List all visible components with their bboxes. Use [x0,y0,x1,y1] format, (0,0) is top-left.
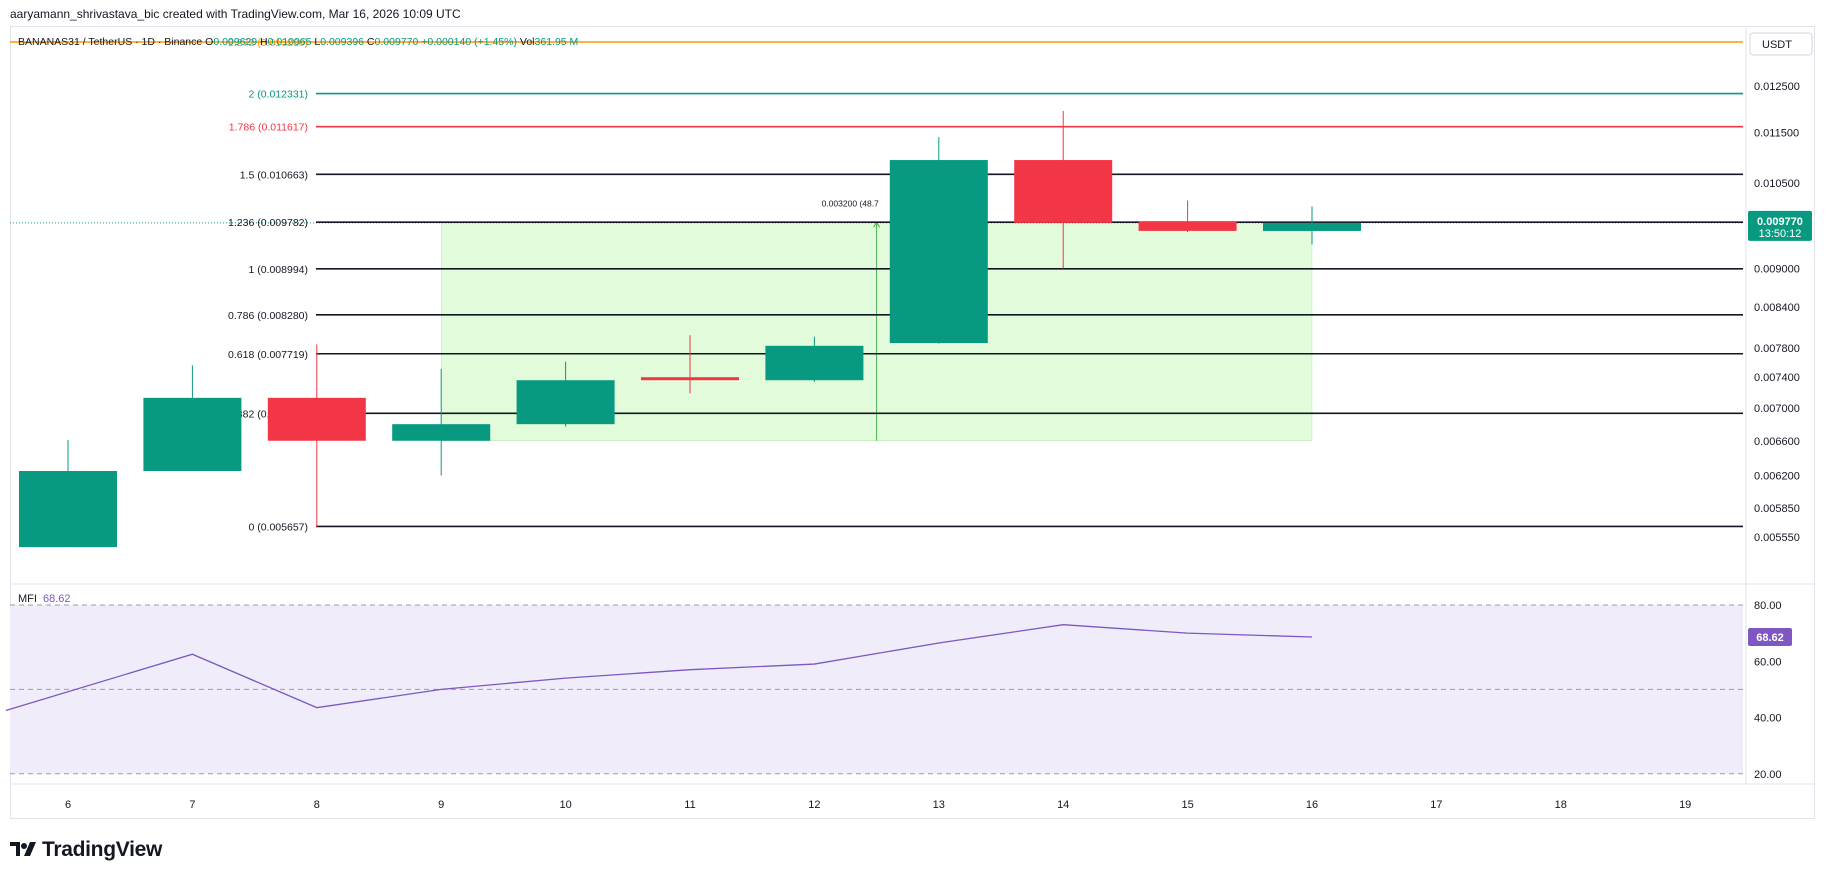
candle-body [516,380,615,425]
fib-level-label: 0.786 (0.008280) [228,310,308,322]
time-axis-tick: 8 [314,799,320,811]
candle-body [1014,160,1113,223]
fib-level-label: 1 (0.008994) [248,264,308,276]
fib-level-label: 2 (0.012331) [248,89,308,101]
mfi-axis-tick: 20.00 [1754,769,1782,781]
mfi-axis-tick: 80.00 [1754,600,1782,612]
price-axis-tick: 0.005550 [1754,532,1800,544]
time-axis-tick: 14 [1057,799,1069,811]
legend-low-label: L [314,36,321,48]
time-axis-tick: 12 [808,799,820,811]
price-axis-tick: 0.007800 [1754,343,1800,355]
mfi-axis-tick: 60.00 [1754,656,1782,668]
candle-body [889,160,988,343]
time-axis-tick: 18 [1555,799,1567,811]
candle-body [765,345,864,381]
candle-body [1263,222,1361,231]
legend-open-label: O [205,36,214,48]
candle-body [392,424,491,441]
time-axis-tick: 15 [1181,799,1193,811]
chart-frame [10,26,1815,819]
tradingview-logo[interactable]: TradingView [10,838,162,862]
last-price-value: 0.009770 [1757,216,1803,228]
currency-label: USDT [1762,39,1792,51]
mfi-axis-tick: 40.00 [1754,713,1782,725]
legend-low: 0.009396 [320,36,364,48]
mfi-value-tag-text: 68.62 [1756,632,1784,644]
legend-vol: 361.95 M [534,36,579,48]
price-axis-tick: 0.008400 [1754,302,1800,314]
symbol-name: BANANAS31 / TetherUS · 1D · Binance [18,36,203,48]
legend-high: 0.010065 [267,36,312,48]
fib-level-label: 0.618 (0.007719) [228,349,308,361]
time-axis-tick: 17 [1430,799,1442,811]
mfi-series-line [5,624,1313,712]
fib-level-label: 2.272 (0.013236) [228,37,308,49]
last-price-tag [1748,210,1812,241]
price-axis-tick: 0.007400 [1754,372,1800,384]
time-axis-tick: 7 [189,799,195,811]
mfi-label: MFI [18,593,37,605]
time-axis-tick: 16 [1306,799,1318,811]
price-axis-tick: 0.011500 [1754,127,1799,139]
price-axis-tick: 0.010500 [1754,178,1800,190]
price-axis-tick: 0.005850 [1754,503,1800,515]
price-axis-tick: 0.006200 [1754,470,1800,482]
time-axis-tick: 10 [559,799,571,811]
time-axis-tick: 9 [438,799,444,811]
fib-level-label: 1.236 (0.009782) [228,217,308,229]
currency-box [1749,32,1813,56]
mfi-value-tag [1748,628,1792,647]
time-axis-tick: 11 [684,799,695,811]
price-axis-tick: 0.007000 [1754,403,1800,415]
legend-close: 0.009770 [374,36,419,48]
legend-change: +0.000140 (+1.45%) [421,36,517,48]
attribution-text: aaryamann_shrivastava_bic created with T… [10,7,461,21]
countdown-timer: 13:50:12 [1759,228,1802,240]
fib-level-label: 0 (0.005657) [248,521,308,533]
time-axis-tick: 19 [1679,799,1691,811]
legend-vol-label: Vol [519,36,535,48]
legend-high-label: H [260,36,268,48]
legend-close-label: C [366,36,375,48]
candle-body [267,397,366,441]
mfi-legend[interactable]: MFI 68.62 [18,593,70,605]
tradingview-icon [10,842,36,856]
price-axis-tick: 0.009000 [1754,263,1800,275]
mfi-value: 68.62 [42,593,71,605]
candle-body [143,397,242,472]
symbol-legend: BANANAS31 / TetherUS · 1D · Binance O0.0… [18,36,578,48]
candle-body [641,377,739,381]
price-axis-tick: 0.006600 [1754,436,1800,448]
fib-level-label: 1.786 (0.011617) [229,122,308,134]
candle-body [19,471,117,548]
price-range-label: 0.003200 (48.7 [822,198,879,208]
fib-level-label: 1.5 (0.010663) [240,169,308,181]
candle-body [1138,221,1237,231]
price-axis-tick: 0.012500 [1754,81,1800,93]
time-axis-tick: 13 [933,799,945,811]
tradingview-wordmark: TradingView [42,838,163,861]
legend-open: 0.009629 [213,36,258,48]
time-axis-tick: 6 [65,799,71,811]
